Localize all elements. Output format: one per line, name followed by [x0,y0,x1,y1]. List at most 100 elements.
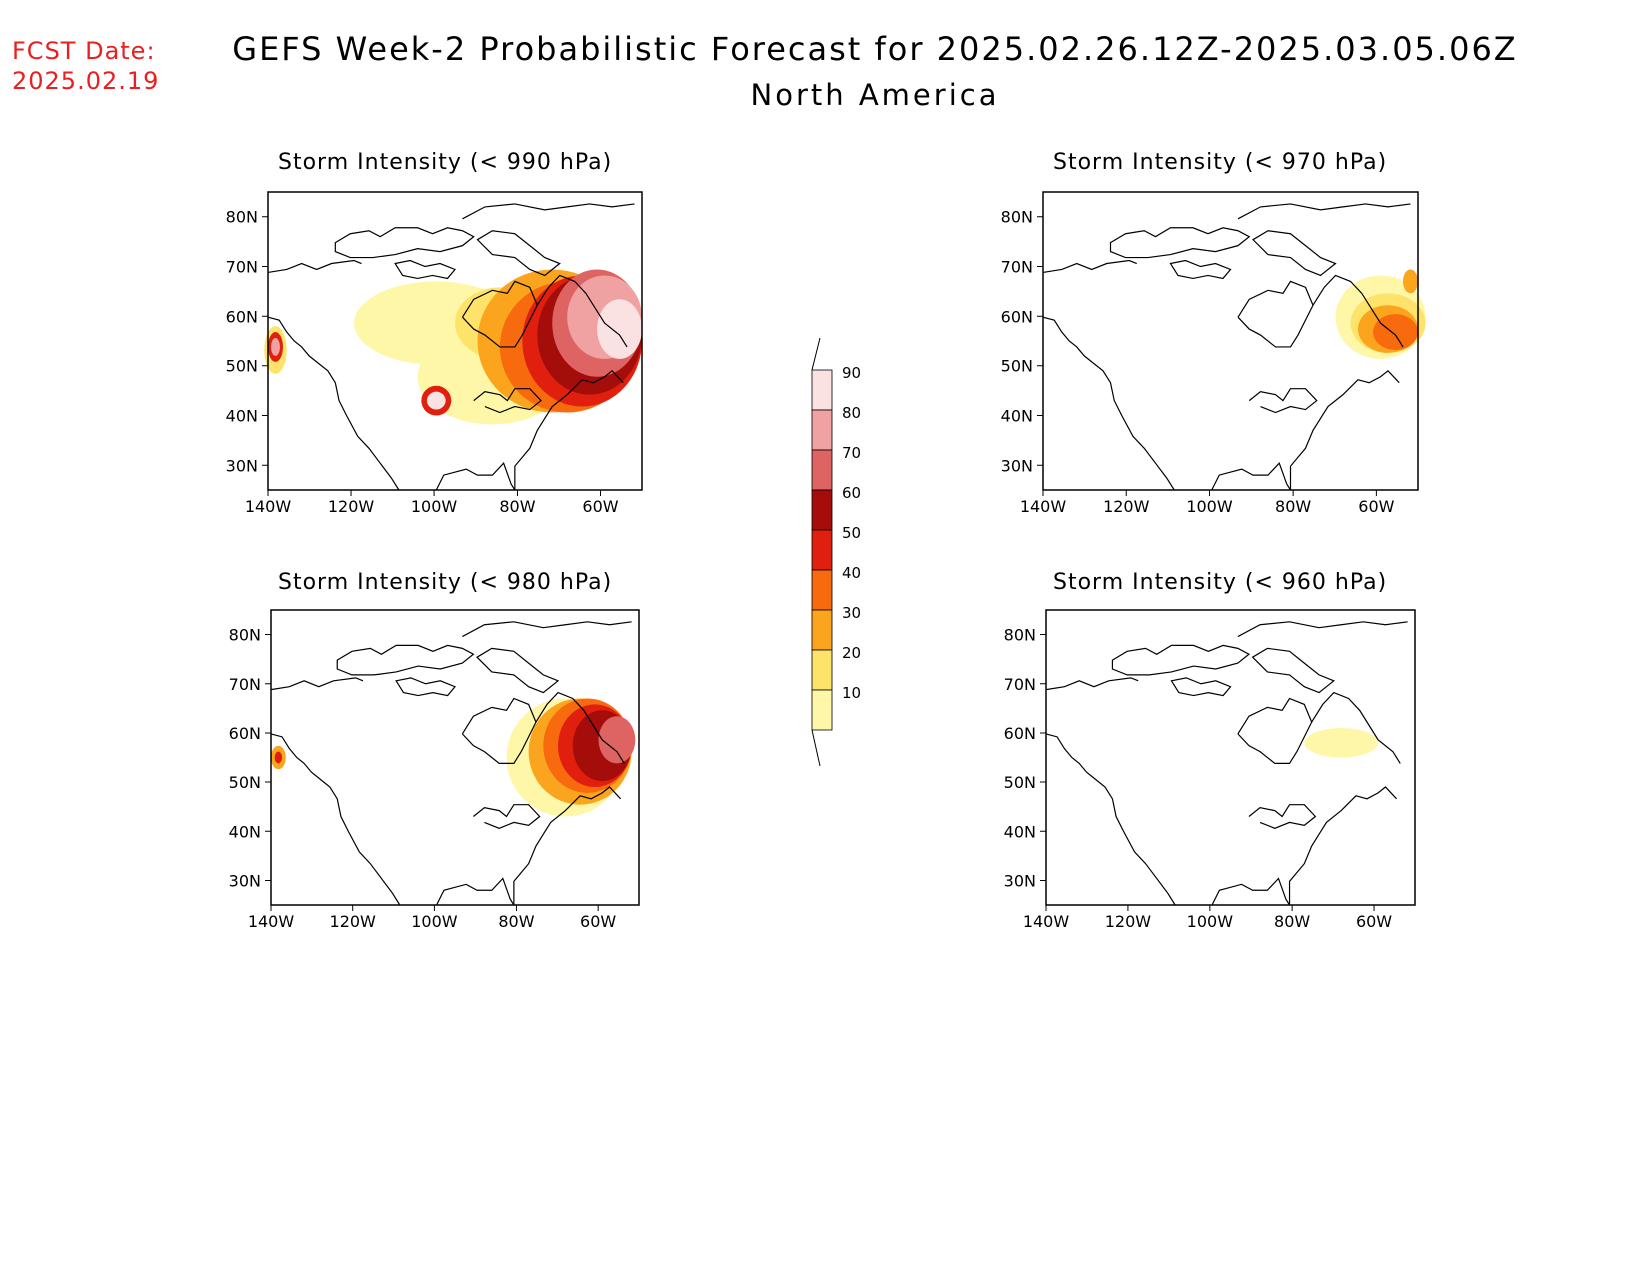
probability-area [1304,728,1379,758]
colorbar-swatch [811,569,833,611]
coastline [514,787,621,905]
probability-area [271,745,286,770]
lon-label: 140W [1023,912,1070,931]
colorbar-swatch [811,689,833,731]
probability-area [1350,293,1426,353]
lat-label: 50N [1001,357,1033,376]
fcst-date-label: FCST Date: [12,37,156,65]
lat-label: 60N [229,724,261,743]
colorbar-label: 50 [842,524,861,542]
coastline [335,228,473,258]
colorbar-label: 60 [842,484,861,502]
colorbar-swatch [811,529,833,571]
probability-area [552,269,642,377]
coastline [1238,204,1411,219]
probability-area [264,326,287,374]
coastline [1171,678,1230,696]
map-content [1043,204,1426,490]
fcst-date: FCST Date: 2025.02.19 [12,36,159,96]
lon-label: 80W [1274,912,1310,931]
colorbar-swatch [811,489,833,531]
probability-area [558,704,632,787]
probability-area [499,281,635,413]
probability-area [528,698,632,805]
probability-area [1373,314,1418,350]
lat-label: 70N [229,675,261,694]
lat-label: 40N [226,407,258,426]
lon-label: 120W [330,912,377,931]
lon-label: 140W [248,912,295,931]
lat-label: 60N [226,307,258,326]
lat-label: 60N [1004,724,1036,743]
probability-area [421,385,452,416]
lat-label: 30N [226,456,258,475]
coastline [474,389,541,413]
lat-label: 40N [1004,822,1036,841]
lon-label: 100W [411,497,458,516]
coastline [1046,678,1138,690]
probability-area [537,275,642,395]
lon-label: 120W [328,497,375,516]
probability-area [567,275,642,359]
coastline [477,648,558,692]
colorbar-label: 10 [842,684,861,702]
coastline [515,371,623,490]
probability-area [543,698,632,793]
probability-area [522,275,642,407]
lat-label: 80N [226,208,258,227]
colorbar-label: 80 [842,404,861,422]
map-frame [1042,191,1419,491]
coastline [537,275,627,347]
colorbar-swatch [811,369,833,411]
lat-label: 80N [1004,625,1036,644]
probability-area [1358,305,1418,353]
coastline [477,231,559,276]
lat-label: 30N [229,872,261,891]
coastline [1253,648,1334,692]
lat-label: 70N [1001,258,1033,277]
coastline [268,261,362,273]
colorbar-label: 20 [842,644,861,662]
coastline [1238,699,1312,764]
coastline [396,678,455,696]
coastline [1291,371,1400,490]
coastline [1043,317,1174,490]
map-frame [270,609,640,906]
probability-area [1335,275,1426,359]
colorbar-swatch [811,649,833,691]
colorbar-end [811,337,821,767]
lon-label: 60W [582,497,618,516]
coastline [462,699,536,764]
coastline [1171,261,1231,279]
lat-label: 40N [229,822,261,841]
coastline [1249,389,1317,413]
colorbar-label: 90 [842,364,861,382]
colorbar-label: 30 [842,604,861,622]
lat-label: 70N [226,258,258,277]
lon-label: 60W [580,912,616,931]
probability-area [354,281,519,365]
lon-label: 120W [1105,912,1152,931]
panel-title: Storm Intensity (< 960 hPa) [1053,570,1388,595]
map-content [1046,622,1408,905]
lon-label: 120W [1103,497,1150,516]
probability-area [597,299,642,359]
lat-label: 30N [1001,456,1033,475]
coastline [1212,878,1289,905]
lat-label: 30N [1004,872,1036,891]
lat-label: 50N [1004,773,1036,792]
lon-label: 80W [1275,497,1311,516]
coastline [337,645,473,675]
coastline [268,317,399,490]
probability-area [506,698,625,817]
map-frame [267,191,643,491]
colorbar-label: 70 [842,444,861,462]
lat-label: 80N [1001,208,1033,227]
lat-label: 60N [1001,307,1033,326]
lat-label: 80N [229,625,261,644]
coastline [271,678,363,690]
probability-area [477,269,628,413]
probability-area [270,338,280,356]
coastline [1212,463,1291,490]
